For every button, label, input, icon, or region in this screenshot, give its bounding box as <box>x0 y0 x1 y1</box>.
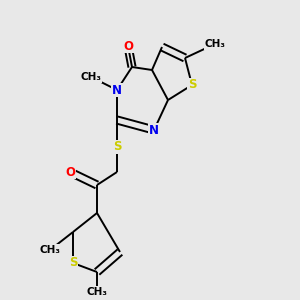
Text: S: S <box>113 140 121 154</box>
Text: CH₃: CH₃ <box>205 39 226 49</box>
Text: S: S <box>188 79 196 92</box>
Text: S: S <box>69 256 77 269</box>
Text: O: O <box>123 40 133 52</box>
Text: N: N <box>149 124 159 136</box>
Text: CH₃: CH₃ <box>40 245 61 255</box>
Text: O: O <box>65 166 75 178</box>
Text: CH₃: CH₃ <box>80 72 101 82</box>
Text: CH₃: CH₃ <box>86 287 107 297</box>
Text: N: N <box>112 83 122 97</box>
